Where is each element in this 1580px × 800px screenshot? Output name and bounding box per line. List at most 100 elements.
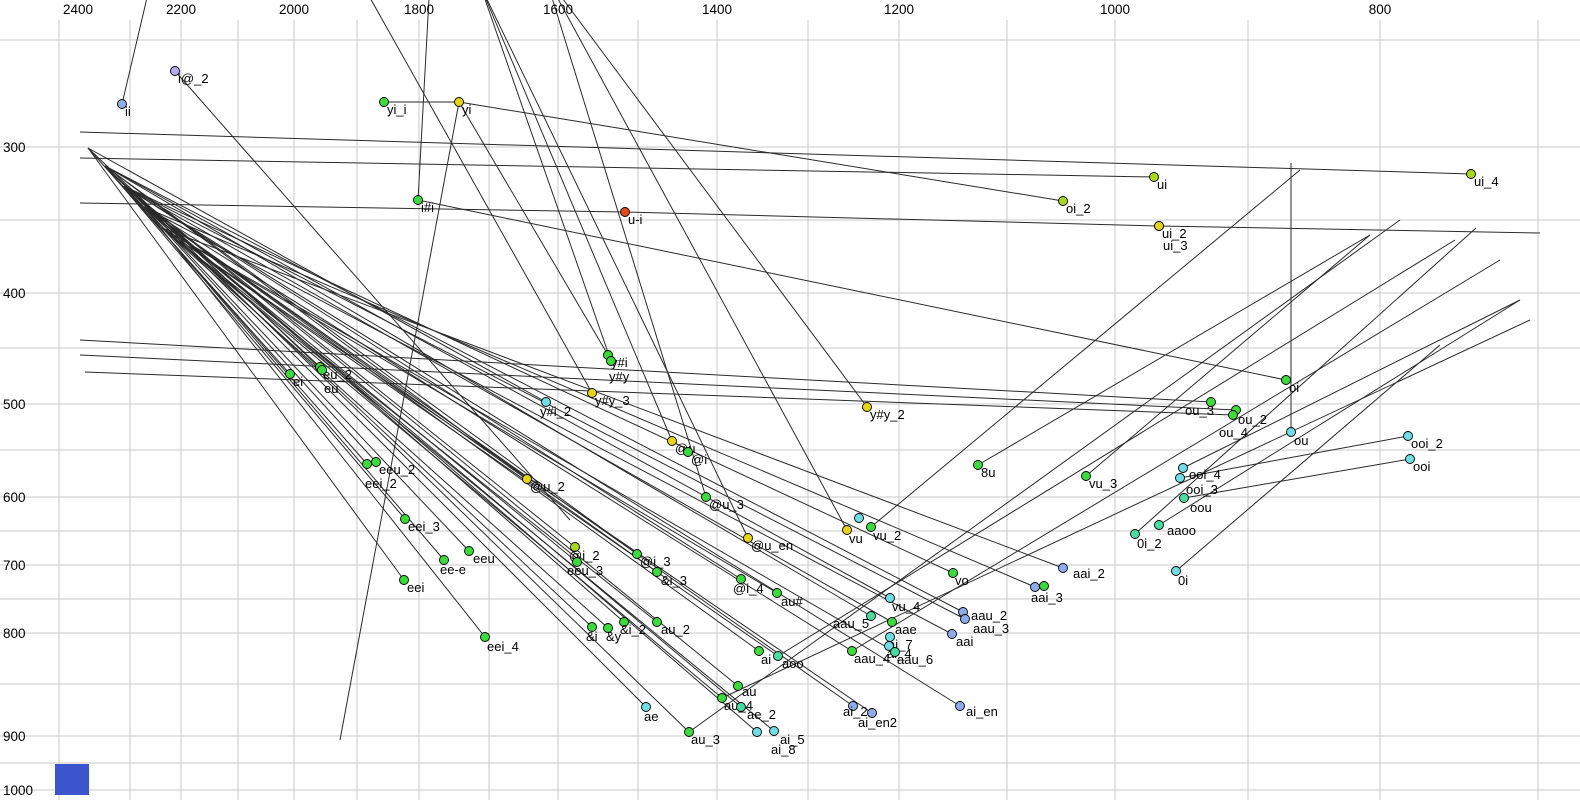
point-@u[interactable] (667, 436, 677, 446)
point-vu_2[interactable] (866, 522, 876, 532)
point-ee-e[interactable] (439, 555, 449, 565)
point-label: eu_2 (323, 367, 352, 382)
point-&i[interactable] (587, 622, 597, 632)
point-vu_3[interactable] (1081, 471, 1091, 481)
point-@i_3[interactable] (632, 549, 642, 559)
point-ou_4[interactable] (1228, 410, 1238, 420)
point-oi_2[interactable] (1058, 196, 1068, 206)
point-ae[interactable] (641, 702, 651, 712)
trajectory-line (161, 227, 775, 732)
point-i@_2[interactable] (170, 66, 180, 76)
point-ai_2[interactable] (848, 701, 858, 711)
trajectory-line (370, 0, 593, 394)
point-aoo[interactable] (773, 651, 783, 661)
point-ai_en2[interactable] (867, 708, 877, 718)
point-label: au_3 (691, 732, 720, 747)
trajectory-line (143, 206, 853, 652)
trajectory-line (1183, 458, 1411, 499)
point-ou_3[interactable] (1206, 397, 1216, 407)
point-yi[interactable] (454, 97, 464, 107)
point-vo[interactable] (948, 568, 958, 578)
point-aae[interactable] (887, 617, 897, 627)
point-au[interactable] (733, 681, 743, 691)
x-axis-tick-label: 1000 (1100, 2, 1130, 17)
point-y#y_2[interactable] (862, 402, 872, 412)
point-oi[interactable] (1281, 375, 1291, 385)
point-label: ou_4 (1219, 425, 1248, 440)
point-ou[interactable] (1286, 427, 1296, 437)
point-eeu_3[interactable] (572, 557, 582, 567)
point-au_4[interactable] (717, 693, 727, 703)
point-label: @i_3 (640, 554, 671, 569)
point-@i[interactable] (683, 447, 693, 457)
point-y#y[interactable] (606, 356, 616, 366)
point-0i[interactable] (1171, 566, 1181, 576)
point-yi_i[interactable] (379, 97, 389, 107)
point-eu[interactable] (317, 365, 327, 375)
point-ai[interactable] (754, 646, 764, 656)
point-@u_en[interactable] (743, 533, 753, 543)
point-y#i_2[interactable] (541, 397, 551, 407)
point-@u_3[interactable] (701, 492, 711, 502)
point-aau_5[interactable] (866, 611, 876, 621)
point-ooi_4[interactable] (1178, 463, 1188, 473)
point-ai_4[interactable] (884, 641, 894, 651)
point-&i_3[interactable] (652, 567, 662, 577)
point-ooi_2[interactable] (1403, 431, 1413, 441)
point-label: ai_5 (780, 732, 805, 747)
point-label: eeu (473, 551, 495, 566)
point-label: oi (1289, 380, 1299, 395)
point-ai_8[interactable] (752, 727, 762, 737)
point-aau_4[interactable] (847, 646, 857, 656)
point-&i_2[interactable] (619, 617, 629, 627)
point-aai[interactable] (947, 629, 957, 639)
y-axis-tick-label: 700 (3, 558, 26, 573)
trajectory-line (721, 319, 1531, 699)
point-@i_2[interactable] (570, 542, 580, 552)
point-eei_3[interactable] (400, 514, 410, 524)
point-au_2[interactable] (652, 617, 662, 627)
point-aai_2[interactable] (1058, 563, 1068, 573)
point-eeu[interactable] (464, 546, 474, 556)
point-label: @i (691, 452, 707, 467)
point-ae_2[interactable] (736, 702, 746, 712)
point-eei_2[interactable] (362, 459, 372, 469)
point-ui_4[interactable] (1466, 169, 1476, 179)
point-oou[interactable] (1179, 493, 1189, 503)
point-i#i[interactable] (413, 195, 423, 205)
point-ei[interactable] (285, 369, 295, 379)
trajectory-line (486, 0, 749, 539)
point-au_3[interactable] (684, 727, 694, 737)
trajectory-line (79, 131, 1472, 175)
point-aaoo[interactable] (1154, 520, 1164, 530)
x-axis-tick-label: 2400 (63, 2, 93, 17)
point-0i_2[interactable] (1130, 529, 1140, 539)
trajectory-line (485, 0, 673, 442)
point-@u_2[interactable] (522, 474, 532, 484)
point-au#[interactable] (772, 588, 782, 598)
trajectory-line (104, 165, 528, 480)
point-eei_4[interactable] (480, 632, 490, 642)
point-label: eei_3 (408, 519, 440, 534)
point-ui_3[interactable] (1154, 221, 1164, 231)
point-8u[interactable] (973, 460, 983, 470)
point-y#y_3[interactable] (587, 388, 597, 398)
point-eei[interactable] (399, 575, 409, 585)
point-aau_6[interactable] (890, 647, 900, 657)
point-label: ui_4 (1474, 174, 1499, 189)
point-unlabeled[interactable] (854, 513, 864, 523)
point-ooi[interactable] (1405, 454, 1415, 464)
point-vu[interactable] (842, 525, 852, 535)
point-unlabeled[interactable] (1039, 581, 1049, 591)
point-vu_4[interactable] (885, 593, 895, 603)
point-ai_5[interactable] (769, 726, 779, 736)
point-ai_en[interactable] (955, 701, 965, 711)
point-@i_4[interactable] (736, 574, 746, 584)
point-u-i[interactable] (620, 207, 630, 217)
point-&y[interactable] (603, 623, 613, 633)
point-ii[interactable] (117, 99, 127, 109)
point-ooi_3[interactable] (1175, 473, 1185, 483)
point-aau_3[interactable] (960, 614, 970, 624)
point-ui[interactable] (1149, 172, 1159, 182)
